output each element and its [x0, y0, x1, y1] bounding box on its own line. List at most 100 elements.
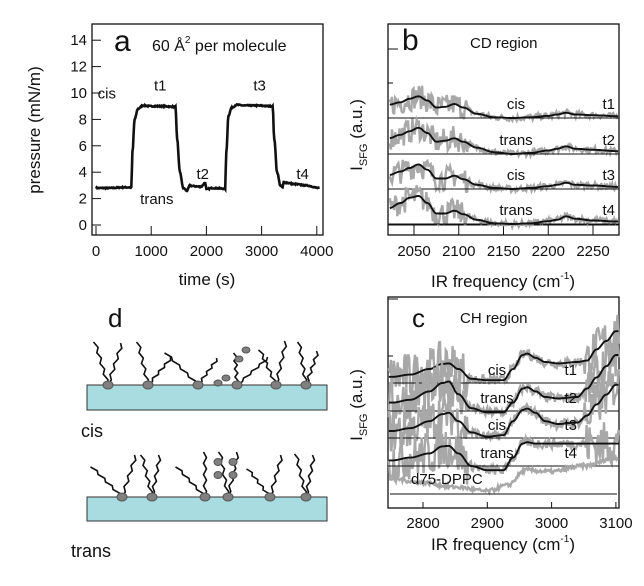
fit-curve-t3: [388, 383, 619, 438]
x-tick-label: 2100: [442, 243, 475, 260]
fit-curve-t3: [389, 163, 619, 190]
x-tick-label: 2900: [471, 515, 504, 532]
lipid-headgroup: [222, 492, 234, 502]
azobenzene-unit: [228, 471, 238, 479]
trace-label: t1: [154, 77, 167, 94]
pressure-trace: [94, 102, 320, 194]
series-tag-label: t4: [564, 445, 577, 462]
series-name-label: cis: [507, 167, 525, 184]
x-tick-label: 3100: [599, 515, 632, 532]
x-tick-label: 4000: [300, 243, 333, 260]
lipid-tail: [175, 466, 206, 498]
lipid-tail: [202, 451, 208, 498]
reference-trace: [388, 453, 620, 496]
y-tick-label: 4: [79, 164, 87, 181]
data-trace-t3: [388, 158, 618, 196]
lipid-tail: [236, 356, 269, 386]
azobenzene-unit: [213, 379, 223, 387]
x-tick-label: 2150: [487, 243, 520, 260]
series-name-label: cis: [488, 417, 506, 434]
y-tick-label: 6: [79, 138, 87, 155]
lipid-tail: [296, 341, 308, 386]
series-tag-label: t1: [602, 96, 615, 113]
lipid-headgroup: [102, 380, 114, 390]
y-tick-label: 10: [70, 85, 87, 102]
series-tag-label: t2: [602, 132, 615, 149]
lipid-headgroup: [300, 492, 312, 502]
panel-label-d: d: [108, 303, 122, 333]
panel-label-a: a: [114, 25, 131, 58]
series-tag-label: t3: [602, 167, 615, 184]
panel-c-title: CH region: [460, 310, 528, 327]
panel-c-frame: [387, 296, 620, 509]
series-name-label: trans: [480, 445, 513, 462]
lipid-tail: [121, 454, 137, 498]
lipid-tail: [164, 352, 199, 386]
lipid-headgroup: [199, 492, 211, 502]
lipid-headgroup: [192, 380, 204, 390]
panel-d: d cis trans: [71, 303, 328, 561]
series-name-label: cis: [507, 96, 525, 113]
azobenzene-unit: [213, 458, 223, 466]
panel-c: 2800 2900 3000 3100 cis t1 trans t2 cis t3 trans t…: [347, 296, 633, 554]
panel-label-c: c: [412, 303, 425, 333]
lipid-tail: [269, 454, 283, 498]
y-axis-label: ISFG (a.u.): [347, 369, 370, 441]
trace-label: t3: [253, 77, 266, 94]
x-tick-label: 2800: [406, 515, 439, 532]
panel-b: 2050 2100 2150 2200 2250 cis t1 trans t2 cis t3 tr…: [347, 23, 620, 291]
lipid-headgroup: [264, 492, 276, 502]
x-tick-label: 3000: [245, 243, 278, 260]
azobenzene-unit: [213, 471, 223, 479]
series-name-label: trans: [480, 390, 513, 407]
series-name-label: cis: [488, 362, 506, 379]
lipid-tail: [293, 453, 308, 498]
trace-label: t2: [196, 166, 209, 183]
x-axis-label: IR frequency (cm-1): [431, 534, 575, 554]
lipid-tail: [217, 451, 230, 498]
azobenzene-unit: [234, 355, 244, 363]
lipid-tail: [90, 466, 123, 498]
x-tick-label: 0: [92, 243, 100, 260]
lipid-tail: [151, 454, 162, 498]
y-tick-label: 14: [70, 32, 87, 49]
x-tick-label: 2050: [397, 243, 430, 260]
substrate-cis: [86, 384, 328, 411]
fit-curve-t4: [388, 441, 619, 472]
data-trace-t3: [387, 369, 620, 452]
lipid-tail: [139, 454, 154, 498]
lipid-headgroup: [231, 380, 243, 390]
data-trace-t4: [387, 422, 620, 486]
trace-label: t4: [296, 166, 309, 183]
x-tick-label: 2200: [532, 243, 565, 260]
y-axis-label: ISFG (a.u.): [347, 99, 370, 171]
series-name-label: trans: [499, 202, 532, 219]
y-tick-label: 12: [70, 59, 87, 76]
lipid-headgroup: [142, 380, 154, 390]
y-axis-label: pressure (mN/m): [25, 66, 44, 194]
panel-a: 0 1000 2000 3000 4000 0 2 4 6 8 10 12 14 cis t1 trans t…: [25, 23, 333, 289]
azobenzene-unit: [228, 458, 238, 466]
fit-curve-t2: [388, 354, 619, 414]
data-trace-t2: [387, 336, 620, 423]
fit-curve-t2: [389, 126, 619, 155]
lipid-tail: [92, 341, 109, 386]
trans-label: trans: [71, 541, 111, 561]
lipid-tail: [257, 349, 277, 386]
panel-label-b: b: [402, 24, 419, 57]
panel-b-title: CD region: [470, 35, 538, 52]
lipid-tail: [147, 357, 172, 386]
area-annotation: 60 Å2 per molecule: [152, 35, 287, 55]
data-trace-t1: [387, 314, 620, 398]
x-tick-label: 1000: [135, 243, 168, 260]
lipid-headgroup: [300, 380, 312, 390]
azobenzene-unit: [221, 374, 231, 382]
series-tag-label: t2: [564, 390, 577, 407]
lipid-tail: [305, 350, 319, 386]
fit-curve-t4: [389, 195, 619, 225]
y-tick-label: 2: [79, 191, 87, 208]
reference-label: d75-DPPC: [411, 471, 483, 488]
lipid-tail: [246, 468, 271, 498]
cis-label: cis: [81, 421, 103, 441]
